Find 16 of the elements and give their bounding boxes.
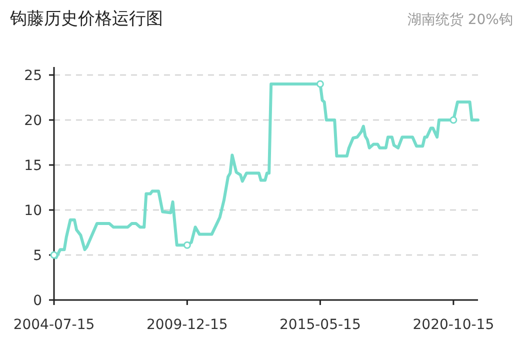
y-tick-label: 0 <box>33 293 42 309</box>
point <box>50 251 58 259</box>
chart-subtitle: 湖南统货 20%钩 <box>407 12 513 28</box>
x-tick-label: 2009-12-15 <box>146 317 228 333</box>
x-tick-label: 2004-07-15 <box>13 317 95 333</box>
y-tick-label: 25 <box>24 68 42 84</box>
y-tick-label: 10 <box>24 203 42 219</box>
x-tick-label: 2020-10-15 <box>412 317 494 333</box>
point <box>183 241 191 249</box>
point <box>316 80 324 88</box>
x-tick-label: 2015-05-15 <box>280 317 361 333</box>
chart-title: 钩藤历史价格运行图 <box>9 9 163 29</box>
point <box>450 116 458 124</box>
y-tick-label: 5 <box>33 248 42 264</box>
y-tick-label: 20 <box>24 113 42 129</box>
y-tick-label: 15 <box>24 158 42 174</box>
